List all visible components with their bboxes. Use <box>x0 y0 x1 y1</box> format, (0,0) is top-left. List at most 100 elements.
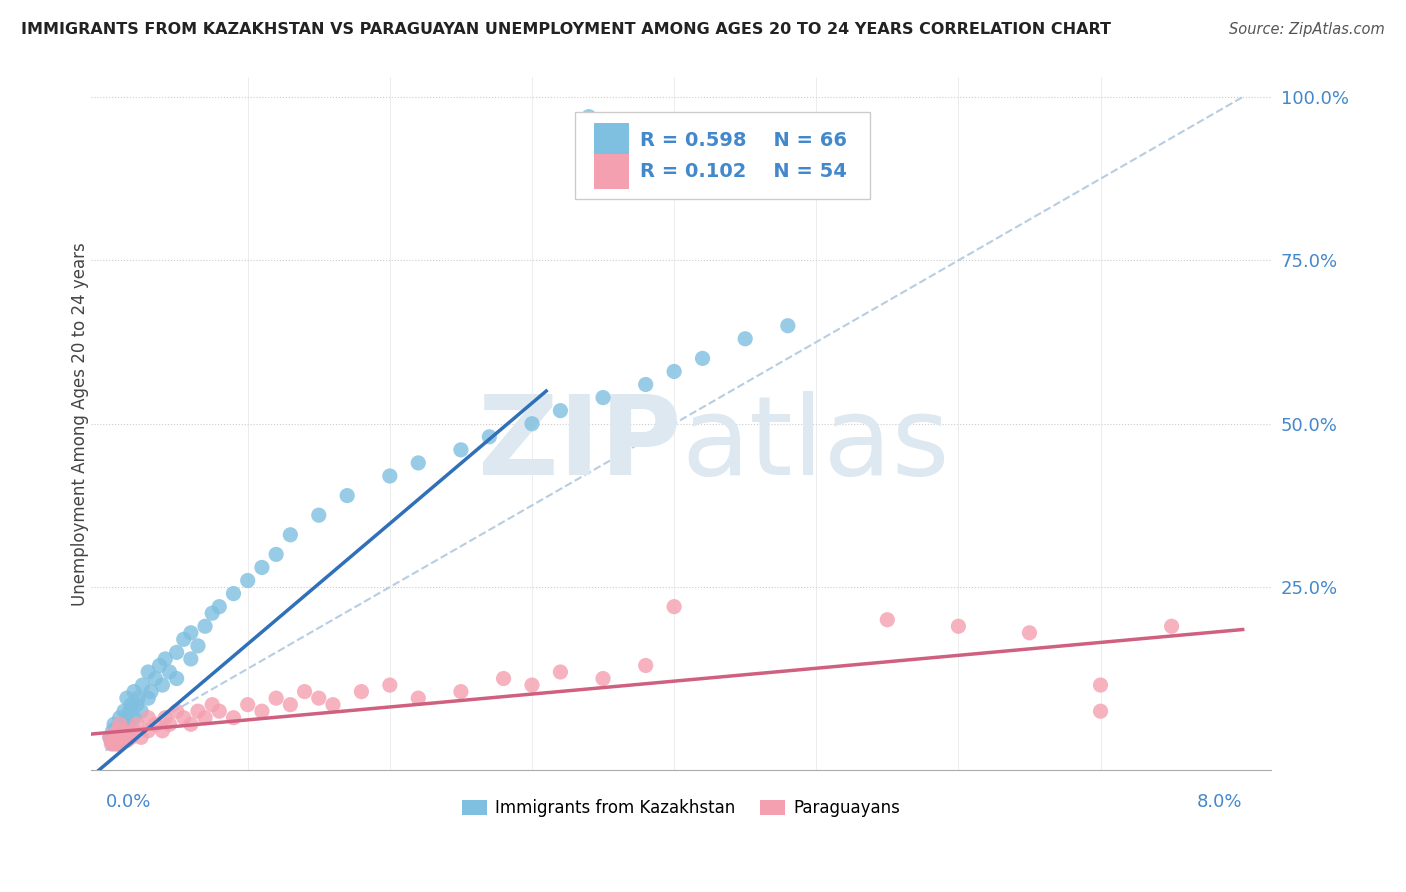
Y-axis label: Unemployment Among Ages 20 to 24 years: Unemployment Among Ages 20 to 24 years <box>72 242 89 606</box>
Point <box>592 672 614 686</box>
Point <box>308 508 330 523</box>
Point <box>692 351 714 366</box>
Point <box>159 717 181 731</box>
Point <box>131 678 153 692</box>
Point <box>115 691 138 706</box>
Legend: Immigrants from Kazakhstan, Paraguayans: Immigrants from Kazakhstan, Paraguayans <box>456 793 907 824</box>
Text: 0.0%: 0.0% <box>105 793 150 811</box>
Point <box>406 456 429 470</box>
Point <box>208 704 231 718</box>
Point <box>111 731 134 745</box>
FancyBboxPatch shape <box>575 112 870 199</box>
Point <box>264 548 287 562</box>
Point <box>122 711 145 725</box>
Point <box>250 560 273 574</box>
FancyBboxPatch shape <box>593 123 630 158</box>
Point <box>122 684 145 698</box>
Text: Source: ZipAtlas.com: Source: ZipAtlas.com <box>1229 22 1385 37</box>
Point <box>108 737 131 751</box>
Point <box>378 678 401 692</box>
Text: R = 0.102    N = 54: R = 0.102 N = 54 <box>640 162 846 181</box>
Point <box>180 625 202 640</box>
Point <box>550 403 572 417</box>
Point <box>98 731 121 745</box>
Point <box>103 731 125 745</box>
Point <box>120 698 142 712</box>
Point <box>107 731 129 745</box>
Point <box>776 318 799 333</box>
Text: IMMIGRANTS FROM KAZAKHSTAN VS PARAGUAYAN UNEMPLOYMENT AMONG AGES 20 TO 24 YEARS : IMMIGRANTS FROM KAZAKHSTAN VS PARAGUAYAN… <box>21 22 1111 37</box>
Point <box>173 711 195 725</box>
Point <box>115 733 138 747</box>
Point <box>117 727 139 741</box>
Point <box>350 684 373 698</box>
Point <box>166 645 188 659</box>
Point <box>125 698 148 712</box>
Point <box>492 672 515 686</box>
Point <box>166 704 188 718</box>
Point <box>308 691 330 706</box>
Point <box>120 731 142 745</box>
Point <box>108 737 131 751</box>
Point <box>118 704 141 718</box>
Point <box>236 698 259 712</box>
Point <box>136 691 159 706</box>
Point <box>111 717 134 731</box>
Point <box>294 684 316 698</box>
Point <box>112 704 135 718</box>
Point <box>139 684 162 698</box>
Point <box>336 489 359 503</box>
Text: atlas: atlas <box>682 391 949 498</box>
Point <box>1160 619 1182 633</box>
Point <box>201 606 224 620</box>
Text: R = 0.598    N = 66: R = 0.598 N = 66 <box>640 131 846 150</box>
Point <box>111 731 134 745</box>
Point <box>114 723 136 738</box>
Point <box>136 711 159 725</box>
Point <box>166 672 188 686</box>
Point <box>104 733 127 747</box>
Point <box>101 737 124 751</box>
Point <box>194 711 217 725</box>
Text: 8.0%: 8.0% <box>1197 793 1243 811</box>
Point <box>105 731 128 745</box>
Point <box>143 672 166 686</box>
Point <box>662 599 685 614</box>
Point <box>136 665 159 679</box>
Point <box>136 723 159 738</box>
Point <box>876 613 898 627</box>
Point <box>520 417 543 431</box>
Point <box>152 723 174 738</box>
Point <box>103 727 125 741</box>
Point <box>187 639 209 653</box>
Point <box>105 737 128 751</box>
Point <box>127 691 149 706</box>
FancyBboxPatch shape <box>593 154 630 189</box>
Point <box>634 658 657 673</box>
Point <box>159 665 181 679</box>
Point <box>450 684 472 698</box>
Point <box>578 110 600 124</box>
Point <box>662 364 685 378</box>
Point <box>100 733 122 747</box>
Point <box>236 574 259 588</box>
Point <box>122 723 145 738</box>
Point <box>148 658 170 673</box>
Point <box>208 599 231 614</box>
Point <box>155 711 177 725</box>
Point <box>180 652 202 666</box>
Point <box>115 711 138 725</box>
Point <box>104 727 127 741</box>
Point <box>1090 704 1112 718</box>
Point <box>152 678 174 692</box>
Point <box>105 721 128 735</box>
Text: ZIP: ZIP <box>478 391 682 498</box>
Point <box>264 691 287 706</box>
Point <box>100 737 122 751</box>
Point <box>173 632 195 647</box>
Point <box>634 377 657 392</box>
Point <box>222 711 245 725</box>
Point <box>98 731 121 745</box>
Point <box>250 704 273 718</box>
Point <box>187 704 209 718</box>
